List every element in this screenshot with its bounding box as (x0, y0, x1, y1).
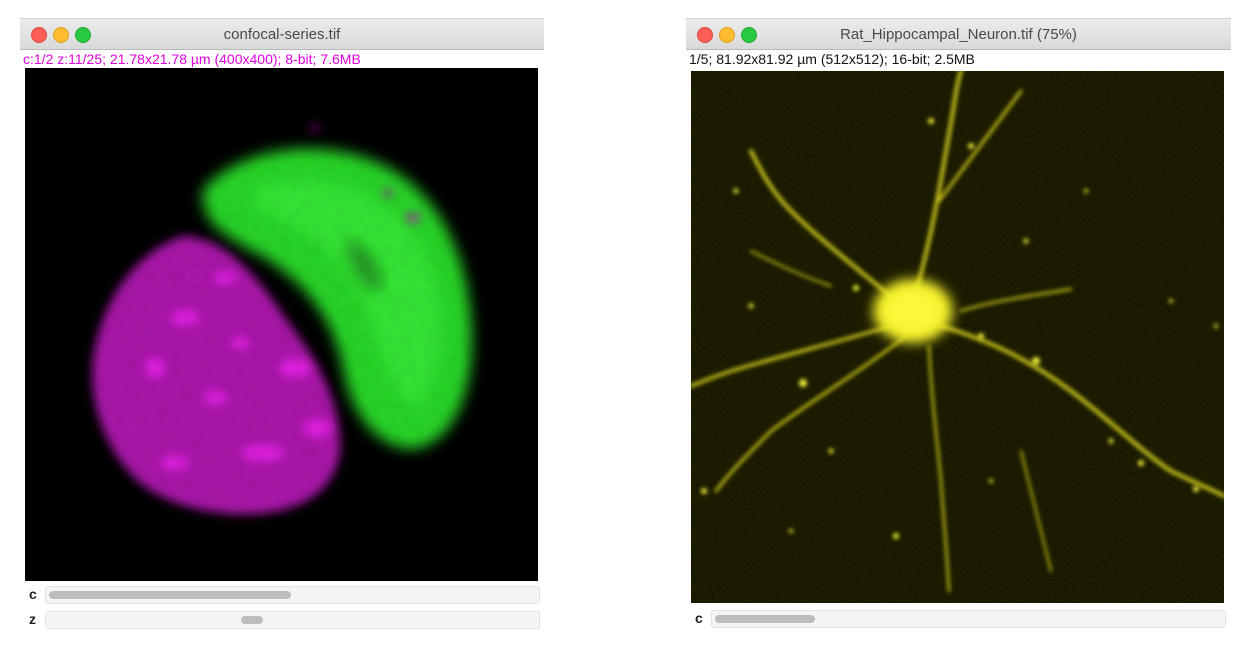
channel-slider-row: c (25, 584, 540, 604)
z-slider-label: z (29, 611, 36, 627)
channel-slider-label: c (29, 586, 37, 602)
window-title: Rat_Hippocampal_Neuron.tif (75%) (840, 26, 1077, 43)
close-button[interactable] (697, 27, 713, 43)
image-info-line: 1/5; 81.92x81.92 µm (512x512); 16-bit; 2… (689, 51, 975, 67)
confocal-image (25, 68, 538, 581)
channel-slider-thumb[interactable] (49, 591, 291, 599)
channel-slider-row: c (691, 608, 1226, 628)
window-title: confocal-series.tif (223, 26, 341, 43)
z-slider-thumb[interactable] (241, 616, 263, 624)
neuron-image (691, 71, 1224, 603)
z-slider[interactable] (45, 611, 540, 629)
channel-slider-thumb[interactable] (715, 615, 815, 623)
channel-slider[interactable] (711, 610, 1226, 628)
channel-slider-label: c (695, 610, 703, 626)
channel-slider[interactable] (45, 586, 540, 604)
z-slider-row: z (25, 609, 540, 629)
image-canvas[interactable] (691, 71, 1224, 603)
image-info-line: c:1/2 z:11/25; 21.78x21.78 µm (400x400);… (23, 51, 361, 67)
image-canvas[interactable] (25, 68, 538, 581)
zoom-button[interactable] (75, 27, 91, 43)
confocal-series-window: confocal-series.tif c:1/2 z:11/25; 21.78… (20, 18, 544, 638)
minimize-button[interactable] (719, 27, 735, 43)
zoom-button[interactable] (741, 27, 757, 43)
window-titlebar[interactable]: Rat_Hippocampal_Neuron.tif (75%) (686, 18, 1231, 50)
minimize-button[interactable] (53, 27, 69, 43)
neuron-window: Rat_Hippocampal_Neuron.tif (75%) 1/5; 81… (686, 18, 1231, 638)
window-titlebar[interactable]: confocal-series.tif (20, 18, 544, 50)
close-button[interactable] (31, 27, 47, 43)
